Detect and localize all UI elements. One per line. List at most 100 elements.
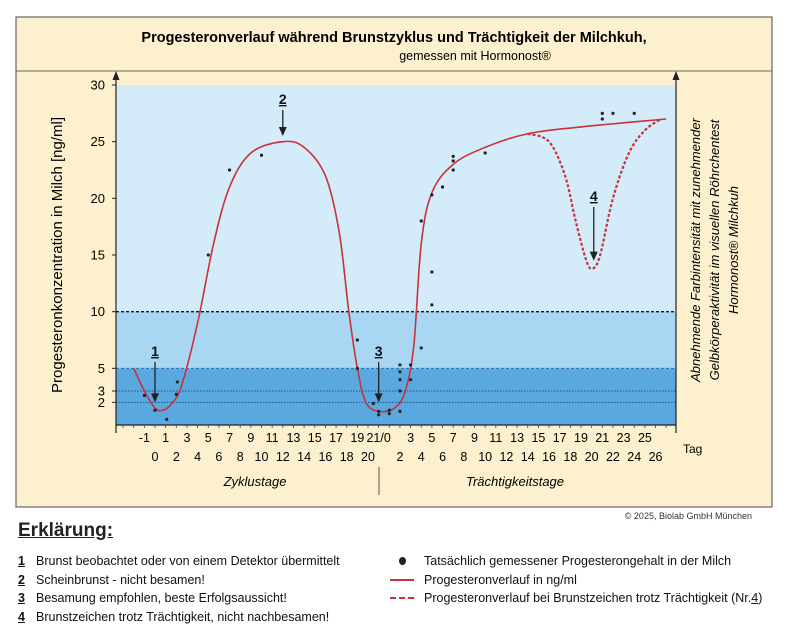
x-tick-label: 24 — [627, 450, 641, 464]
y-tick-label: 5 — [98, 361, 105, 376]
y-axis-label: Progesteronkonzentration in Milch [ng/ml… — [49, 117, 66, 393]
x-tick-label: 6 — [215, 450, 222, 464]
measured-point — [259, 153, 264, 157]
x-tick-label: 2 — [173, 450, 180, 464]
measured-point — [430, 193, 434, 197]
legend-item-solid: Progesteronverlauf in ng/ml — [390, 571, 762, 590]
x-tick-label: 18 — [340, 450, 354, 464]
x-tick-label: 17 — [329, 431, 343, 445]
legend-text: Besamung empfohlen, beste Erfolgsaussich… — [36, 591, 287, 606]
measured-point — [398, 370, 402, 374]
x-tick-label: 14 — [297, 450, 311, 464]
measured-point — [398, 378, 402, 382]
x-tick-label: 12 — [276, 450, 290, 464]
x-tick-label: 3 — [407, 431, 414, 445]
legend-text: Brunst beobachtet oder von einem Detekto… — [36, 554, 340, 569]
measured-point — [632, 111, 636, 115]
arrow-head-icon — [151, 393, 159, 403]
measured-point — [611, 111, 615, 115]
progesterone-curve — [132, 118, 667, 413]
measured-point — [153, 408, 157, 412]
x-tick-label: 5 — [205, 431, 212, 445]
measured-point — [398, 409, 402, 413]
x-phase-label-pregnancy: Trächtigkeitstage — [466, 474, 564, 489]
measured-point — [430, 303, 434, 307]
legend-item-dot: Tatsächlich gemessener Progesterongehalt… — [390, 552, 762, 571]
dashed-line-icon — [390, 597, 414, 600]
measured-point — [451, 168, 455, 172]
legend-text: Scheinbrunst - nicht besamen! — [36, 572, 205, 587]
legend-number: 4 — [18, 609, 25, 624]
copyright: © 2025, Biolab GmbH München — [624, 511, 752, 521]
x-tick-label: 19 — [350, 431, 364, 445]
measured-point — [355, 338, 359, 342]
measured-point — [409, 378, 413, 382]
measured-point — [440, 185, 445, 189]
x-tick-label: 26 — [649, 450, 663, 464]
legend-item-4: 4 Brunstzeichen trotz Trächtigkeit, nicht… — [18, 608, 340, 627]
measured-point — [142, 393, 146, 398]
annotation-label: 4 — [590, 188, 598, 204]
right-axis-arrow — [672, 71, 680, 80]
x-tick-label: 11 — [266, 431, 279, 445]
symbol-legend: Tatsächlich gemessener Progesterongehalt… — [390, 552, 762, 608]
measured-point — [377, 413, 381, 417]
x-tick-label: 21 — [595, 431, 609, 445]
legend-item-dashed: Progesteronverlauf bei Brunstzeichen tro… — [390, 589, 762, 608]
x-tick-label: 8 — [237, 450, 244, 464]
measured-point — [451, 154, 455, 158]
measured-point — [600, 111, 604, 115]
y-tick-label: 30 — [91, 78, 105, 93]
annotation-label: 3 — [375, 343, 383, 359]
measured-point — [483, 151, 487, 155]
chart-subtitle: gemessen mit Hormonost® — [399, 49, 551, 63]
right-label-line-1: Abnehmende Farbintensität mit zunehmende… — [688, 117, 703, 382]
measured-point — [175, 380, 179, 384]
x-tick-label: 19 — [574, 431, 588, 445]
x-tick-label: 14 — [521, 450, 535, 464]
pregnancy-estrus-curve — [527, 118, 662, 270]
x-tick-label: 5 — [428, 431, 435, 445]
legend-number: 2 — [18, 572, 25, 587]
measured-point — [419, 346, 423, 350]
measured-point — [377, 409, 381, 413]
progesterone-chart: Progesteronverlauf während Brunstzyklus … — [15, 16, 773, 508]
measured-point — [419, 219, 423, 223]
legend-title: Erklärung: — [18, 520, 114, 541]
y-tick-label: 20 — [91, 191, 105, 206]
x-phase-label-cycle: Zyklustage — [223, 474, 287, 489]
annotation-label: 2 — [279, 91, 287, 107]
x-tick-label: 6 — [439, 450, 446, 464]
legend-text: Progesteronverlauf in ng/ml — [424, 572, 577, 587]
arrow-head-icon — [278, 127, 287, 136]
legend-text: Brunstzeichen trotz Trächtigkeit, nicht … — [36, 609, 330, 624]
measured-point — [451, 159, 455, 163]
measured-point — [409, 363, 413, 367]
measured-point — [387, 408, 391, 412]
x-tick-label: 16 — [542, 450, 556, 464]
chart-title: Progesteronverlauf während Brunstzyklus … — [141, 30, 646, 46]
x-tick-label: 20 — [361, 450, 375, 464]
y-tick-label: 3 — [98, 384, 105, 399]
measured-point — [430, 270, 434, 274]
x-tick-label: 15 — [308, 431, 322, 445]
x-tick-label: 13 — [510, 431, 524, 445]
y-tick-label: 10 — [91, 304, 105, 319]
x-tick-label: 7 — [450, 431, 457, 445]
y-tick-label: 2 — [98, 395, 105, 410]
y-tick-label: 15 — [91, 248, 105, 263]
legend-item-1: 1 Brunst beobachtet oder von einem Detekt… — [18, 552, 340, 571]
measured-point — [600, 117, 604, 121]
legend-text-after: ) — [758, 591, 763, 606]
x-tick-label: 25 — [638, 431, 652, 445]
x-tick-label: 10 — [478, 450, 492, 464]
measured-point — [206, 253, 210, 257]
legend-text: Tatsächlich gemessener Progesterongehalt… — [424, 554, 732, 569]
x-tick-label: 23 — [617, 431, 631, 445]
x-tick-label: 20 — [585, 450, 599, 464]
x-axis-unit: Tag — [683, 442, 702, 456]
x-tick-label: 3 — [183, 431, 190, 445]
x-tick-label: 17 — [553, 431, 567, 445]
x-tick-label: 11 — [489, 431, 502, 445]
dot-icon — [399, 557, 406, 566]
